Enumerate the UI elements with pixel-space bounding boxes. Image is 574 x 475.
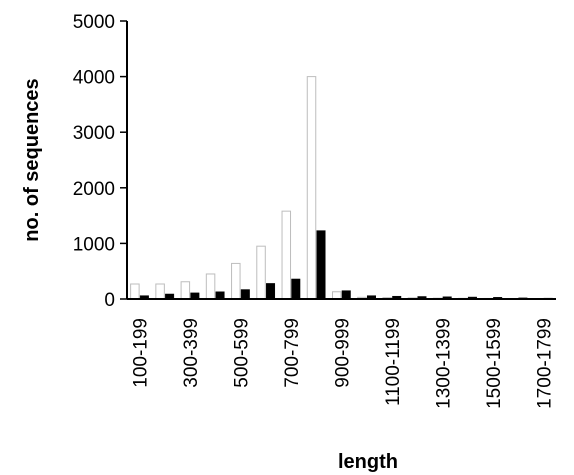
white-bar-400-499 xyxy=(205,273,216,300)
black-bar-400-499 xyxy=(215,291,225,300)
white-bar-200-299 xyxy=(155,283,165,300)
black-bar-600-699 xyxy=(266,283,276,300)
y-axis-ticks: 0 1000 2000 3000 4000 5000 xyxy=(73,12,127,311)
black-bar-800-899 xyxy=(316,230,326,300)
white-bar-900-999 xyxy=(332,291,342,300)
black-bar-700-799 xyxy=(291,278,301,300)
white-bar-300-399 xyxy=(180,281,191,300)
white-bar-500-599 xyxy=(231,262,241,300)
bars xyxy=(130,76,553,300)
y-tick-label: 1000 xyxy=(73,234,115,255)
x-tick-label: 1300-1399 xyxy=(433,318,454,409)
x-axis-title: length xyxy=(338,451,398,473)
x-tick-label: 1500-1599 xyxy=(484,318,505,409)
x-tick-label: 1700-1799 xyxy=(534,318,555,409)
white-bar-100-199 xyxy=(130,283,140,300)
y-tick-label: 3000 xyxy=(73,123,115,144)
x-tick-label: 500-599 xyxy=(232,318,253,388)
black-bar-900-999 xyxy=(341,290,351,300)
y-tick-label: 0 xyxy=(104,290,115,311)
y-tick-label: 5000 xyxy=(73,12,115,33)
y-axis-title: no. of sequences xyxy=(21,78,43,241)
x-tick-label: 300-399 xyxy=(181,318,202,388)
y-tick-label: 4000 xyxy=(73,68,115,89)
white-bar-800-899 xyxy=(306,76,317,300)
white-bar-600-699 xyxy=(256,245,266,300)
x-tick-label: 100-199 xyxy=(131,318,152,388)
y-tick-label: 2000 xyxy=(73,179,115,200)
x-axis-ticks: 100-199 300-399 500-599 700-799 900-999 1100-… xyxy=(131,318,556,409)
x-tick-label: 900-999 xyxy=(333,318,354,388)
x-tick-label: 700-799 xyxy=(282,318,303,388)
x-tick-label: 1100-1199 xyxy=(383,318,404,406)
black-bar-500-599 xyxy=(240,289,250,300)
white-bar-700-799 xyxy=(281,210,292,300)
